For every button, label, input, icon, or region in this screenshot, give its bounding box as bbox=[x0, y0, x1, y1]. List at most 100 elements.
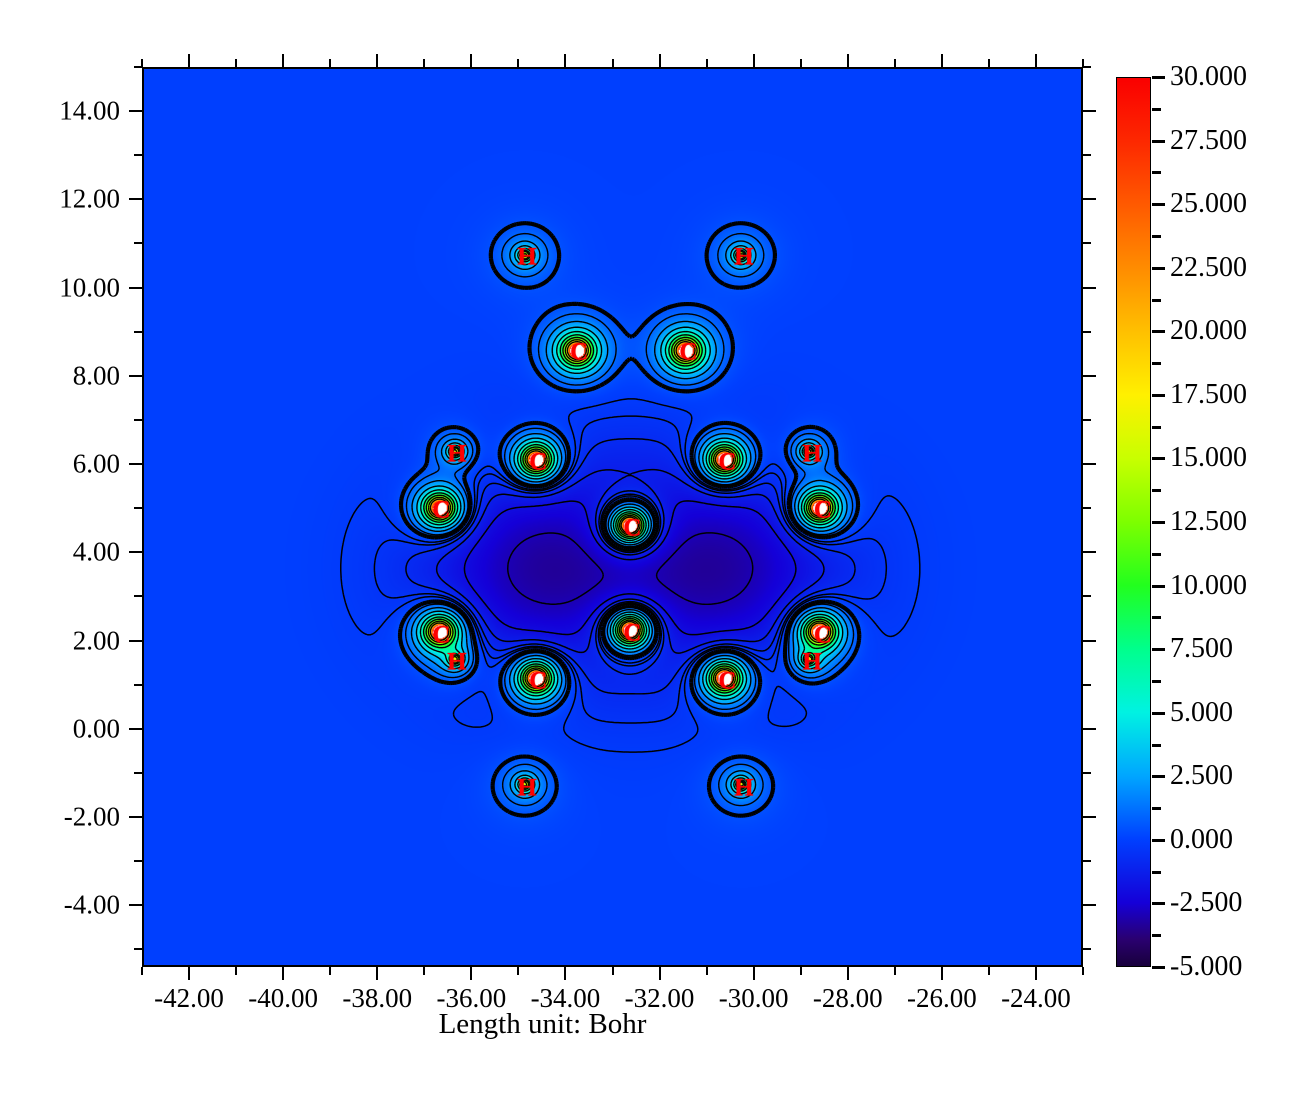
x-tick-minor bbox=[329, 967, 332, 975]
x-tick-major bbox=[658, 967, 661, 980]
y-tick-major bbox=[129, 286, 142, 289]
y-tick-major bbox=[129, 816, 142, 818]
y-tick-minor bbox=[134, 683, 142, 686]
y-tick-major bbox=[129, 639, 142, 642]
y-tick-label: 4.00 bbox=[72, 536, 120, 567]
y-tick-label: 6.00 bbox=[72, 448, 120, 479]
negative-contour bbox=[435, 468, 825, 654]
x-tick-top-minor bbox=[611, 59, 614, 67]
y-tick-minor bbox=[134, 507, 142, 510]
x-tick-label: -24.00 bbox=[1001, 983, 1071, 1013]
x-tick-top bbox=[564, 54, 567, 67]
x-tick-top-minor bbox=[423, 59, 426, 67]
y-tick-label: 8.00 bbox=[72, 360, 120, 391]
colorbar-tick-minor bbox=[1152, 362, 1161, 366]
colorbar-tick-label: 12.500 bbox=[1170, 506, 1247, 537]
y-tick-major bbox=[129, 374, 142, 377]
colorbar-tick-minor bbox=[1152, 870, 1161, 874]
atom-label-h: H bbox=[734, 774, 754, 802]
x-tick-minor bbox=[423, 967, 426, 975]
colorbar-tick bbox=[1152, 203, 1165, 207]
x-tick-major bbox=[188, 967, 191, 980]
y-tick-major bbox=[129, 727, 142, 730]
x-tick-minor bbox=[235, 967, 238, 975]
x-tick-minor bbox=[893, 967, 896, 975]
colorbar-tick bbox=[1152, 266, 1165, 270]
x-tick-minor bbox=[611, 967, 614, 975]
x-tick-major bbox=[846, 967, 849, 980]
y-tick-right bbox=[1083, 198, 1096, 201]
atom-label-c: C bbox=[432, 621, 451, 649]
x-tick-minor bbox=[799, 967, 802, 975]
y-tick-right bbox=[1083, 551, 1096, 554]
y-tick-minor bbox=[134, 948, 142, 951]
colorbar-tick-minor bbox=[1152, 171, 1161, 175]
atom-label-c: C bbox=[623, 619, 642, 647]
x-tick-major bbox=[470, 967, 473, 980]
negative-contour bbox=[507, 532, 754, 606]
y-tick-label: -2.00 bbox=[63, 801, 120, 832]
x-tick-minor bbox=[141, 967, 143, 975]
colorbar-tick-label: 22.500 bbox=[1170, 251, 1247, 283]
y-tick-right bbox=[1083, 904, 1096, 907]
y-tick-right-minor bbox=[1083, 507, 1091, 510]
x-tick-major bbox=[376, 967, 379, 980]
colorbar-tick bbox=[1152, 584, 1165, 588]
y-tick-right bbox=[1083, 110, 1096, 113]
y-tick-right-minor bbox=[1083, 595, 1091, 598]
y-tick-right-minor bbox=[1083, 154, 1091, 157]
negative-contour bbox=[340, 398, 921, 753]
positive-contour bbox=[422, 249, 837, 790]
x-tick-top bbox=[282, 54, 285, 67]
colorbar-tick bbox=[1152, 966, 1165, 969]
x-tick-top bbox=[1034, 54, 1037, 67]
colorbar-tick bbox=[1152, 457, 1165, 461]
colorbar-tick-label: 0.000 bbox=[1170, 823, 1233, 855]
y-tick-major bbox=[129, 110, 142, 113]
y-tick-right-minor bbox=[1083, 330, 1091, 333]
x-tick-major bbox=[1034, 967, 1037, 980]
colorbar-tick bbox=[1152, 775, 1165, 779]
positive-contour bbox=[429, 340, 830, 688]
y-tick-minor bbox=[134, 242, 142, 245]
colorbar-tick-minor bbox=[1152, 552, 1161, 556]
positive-contour bbox=[415, 245, 844, 795]
colorbar-tick bbox=[1152, 76, 1165, 79]
y-tick-minor bbox=[134, 860, 142, 863]
x-tick-minor bbox=[1082, 967, 1084, 975]
colorbar-tick-minor bbox=[1152, 743, 1161, 747]
x-tick-top bbox=[470, 54, 473, 67]
y-tick-minor bbox=[134, 771, 142, 774]
x-tick-label: -26.00 bbox=[906, 983, 977, 1013]
y-tick-label: 2.00 bbox=[72, 625, 120, 656]
contour-line-layer bbox=[340, 221, 921, 818]
atom-label-h: H bbox=[802, 648, 822, 676]
colorbar-tick-label: 25.000 bbox=[1170, 188, 1247, 220]
x-tick-top-minor bbox=[141, 59, 143, 67]
colorbar-tick-label: 30.000 bbox=[1170, 61, 1247, 92]
colorbar-tick-minor bbox=[1152, 425, 1161, 429]
x-tick-top-minor bbox=[987, 59, 990, 67]
x-tick-label: -36.00 bbox=[436, 983, 507, 1013]
colorbar-tick-minor bbox=[1152, 616, 1161, 620]
positive-contour bbox=[419, 247, 840, 792]
x-tick-label: -34.00 bbox=[530, 983, 601, 1013]
colorbar-tick bbox=[1152, 521, 1165, 524]
y-tick-minor bbox=[134, 330, 142, 333]
colorbar-tick-label: 10.000 bbox=[1170, 569, 1247, 601]
y-tick-minor bbox=[134, 66, 142, 68]
x-tick-major bbox=[940, 967, 943, 980]
x-tick-top-minor bbox=[1082, 59, 1084, 67]
colorbar: 30.000 27.500 25.000 22.500 20.000 17.500 15.0… bbox=[1116, 61, 1306, 982]
atom-label-h: H bbox=[447, 440, 467, 468]
positive-contour bbox=[404, 232, 855, 807]
negative-contour bbox=[405, 438, 856, 695]
x-tick-label: -38.00 bbox=[342, 983, 413, 1013]
y-tick-major bbox=[129, 904, 142, 907]
x-tick-minor bbox=[705, 967, 708, 975]
x-tick-top bbox=[940, 54, 943, 67]
x-tick-top-minor bbox=[517, 59, 520, 67]
y-tick-major bbox=[129, 551, 142, 554]
y-tick-label: 10.00 bbox=[59, 272, 120, 303]
